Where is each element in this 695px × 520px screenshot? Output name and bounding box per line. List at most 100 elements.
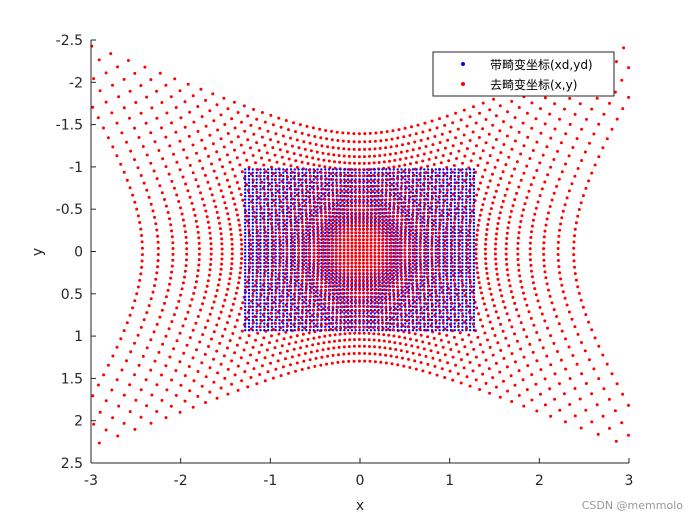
scatter-point-distorted [411,235,415,238]
scatter-point-distorted [346,178,350,181]
scatter-point-distorted [415,265,418,268]
scatter-point-distorted [308,221,312,225]
scatter-point-distorted [327,205,331,208]
scatter-point-distorted [453,228,456,231]
scatter-point-distorted [289,262,293,265]
scatter-point-undistorted [627,66,631,70]
scatter-point-undistorted [352,132,356,136]
scatter-point-distorted [449,195,453,198]
scatter-point-distorted [388,225,392,228]
scatter-point-distorted [282,198,285,201]
scatter-point-undistorted [486,314,490,318]
scatter-point-distorted [392,275,395,278]
scatter-point-undistorted [558,382,561,386]
scatter-point-undistorted [528,157,532,160]
scatter-point-distorted [274,228,277,231]
scatter-point-distorted [434,235,437,238]
scatter-point-undistorted [225,153,229,157]
scatter-point-distorted [472,221,476,225]
scatter-point-distorted [263,178,266,181]
scatter-point-undistorted [343,332,347,336]
scatter-point-distorted [297,181,300,184]
scatter-point-distorted [423,168,426,171]
scatter-point-undistorted [395,355,399,359]
scatter-point-undistorted [394,151,398,155]
scatter-point-undistorted [557,234,561,238]
scatter-point-distorted [468,171,472,174]
scatter-point-distorted [442,188,445,191]
scatter-point-distorted [453,178,456,181]
scatter-point-undistorted [284,142,287,146]
scatter-point-distorted [442,211,445,215]
scatter-point-undistorted [246,385,250,389]
scatter-point-distorted [274,191,277,195]
scatter-point-distorted [327,225,331,228]
scatter-point-undistorted [228,339,232,343]
scatter-point-distorted [266,185,270,188]
scatter-point-undistorted [427,157,431,161]
scatter-point-distorted [251,258,254,262]
scatter-point-undistorted [550,301,554,305]
scatter-point-undistorted [294,159,298,163]
scatter-point-undistorted [486,223,490,226]
scatter-point-distorted [244,181,247,184]
scatter-point-undistorted [373,360,377,364]
scatter-point-undistorted [390,362,394,366]
scatter-point-distorted [468,245,472,248]
scatter-point-undistorted [387,333,391,337]
scatter-point-distorted [305,198,308,201]
scatter-point-distorted [396,195,399,198]
scatter-point-distorted [419,181,422,184]
scatter-point-undistorted [278,148,282,152]
scatter-point-undistorted [327,340,331,344]
scatter-point-undistorted [584,408,588,412]
scatter-point-undistorted [362,331,366,335]
scatter-point-distorted [373,171,376,174]
scatter-point-distorted [407,185,411,188]
scatter-point-distorted [472,245,476,248]
scatter-point-undistorted [294,130,297,134]
scatter-point-distorted [297,221,300,225]
scatter-point-distorted [335,221,338,225]
scatter-point-undistorted [483,252,487,256]
scatter-point-undistorted [220,242,224,246]
scatter-point-undistorted [542,247,546,251]
scatter-point-undistorted [525,303,529,307]
scatter-point-distorted [442,201,445,205]
scatter-point-undistorted [275,160,279,164]
scatter-point-distorted [438,258,441,262]
scatter-point-undistorted [415,338,418,342]
scatter-point-undistorted [233,174,237,178]
scatter-point-undistorted [498,370,502,374]
scatter-point-undistorted [260,111,264,114]
scatter-point-undistorted [258,373,262,376]
scatter-point-undistorted [317,164,321,168]
scatter-point-distorted [247,171,251,174]
scatter-point-distorted [396,252,399,255]
scatter-point-undistorted [115,345,119,349]
scatter-point-undistorted [446,361,450,365]
scatter-point-distorted [453,198,456,201]
scatter-point-undistorted [552,158,556,161]
scatter-point-distorted [453,265,456,268]
scatter-point-distorted [346,185,350,188]
scatter-point-distorted [324,238,327,241]
scatter-point-undistorted [435,373,439,377]
scatter-point-undistorted [165,388,169,392]
scatter-point-undistorted [488,179,492,183]
scatter-point-undistorted [104,71,108,75]
scatter-point-undistorted [597,377,601,381]
scatter-point-undistorted [438,141,442,144]
scatter-point-undistorted [592,132,596,136]
scatter-point-distorted [259,231,262,235]
scatter-point-undistorted [167,172,171,176]
scatter-point-undistorted [342,154,346,158]
scatter-point-undistorted [469,159,473,163]
scatter-point-distorted [377,181,380,184]
scatter-point-distorted [468,208,472,211]
scatter-point-distorted [446,262,449,265]
scatter-point-distorted [442,241,445,245]
scatter-point-distorted [244,275,247,278]
scatter-point-distorted [442,235,445,238]
scatter-point-undistorted [510,352,514,356]
